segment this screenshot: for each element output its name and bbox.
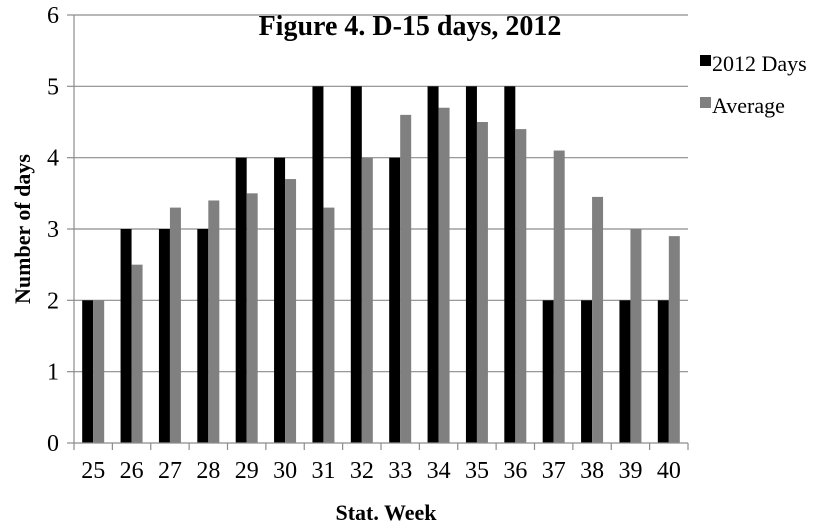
legend: 2012 Days Average: [700, 51, 807, 118]
bar-days-2012-37: [542, 300, 554, 443]
bar-average-36: [515, 129, 527, 443]
bar-days-2012-29: [235, 157, 247, 443]
x-tick-label: 30: [273, 458, 297, 484]
y-tick-label: 2: [47, 288, 59, 314]
bar-days-2012-38: [581, 300, 593, 443]
x-tick-label: 25: [81, 458, 105, 484]
x-tick-label: 38: [580, 458, 604, 484]
bars: [82, 86, 680, 444]
chart-title: Figure 4. D-15 days, 2012: [259, 11, 562, 42]
bar-average-30: [285, 179, 297, 444]
bar-average-35: [476, 122, 488, 443]
y-tick-label: 6: [47, 3, 59, 29]
bar-average-29: [246, 193, 258, 443]
x-axis-title: Stat. Week: [335, 500, 437, 525]
bar-days-2012-33: [389, 157, 401, 443]
legend-label: Average: [712, 93, 785, 118]
bar-average-25: [93, 300, 105, 443]
bar-average-38: [592, 196, 604, 443]
x-tick-label: 37: [542, 458, 566, 484]
legend-swatch: [700, 55, 711, 66]
y-tick-label: 1: [47, 360, 59, 386]
bar-average-31: [323, 207, 335, 443]
x-tick-label: 40: [657, 458, 681, 484]
legend-label: 2012 Days: [712, 51, 807, 76]
x-tick-label: 26: [120, 458, 144, 484]
bar-average-39: [630, 229, 642, 443]
bar-days-2012-28: [197, 229, 209, 443]
x-tick-label: 33: [388, 458, 412, 484]
x-tick-label: 31: [311, 458, 335, 484]
x-tick-label: 39: [618, 458, 642, 484]
bar-average-26: [131, 264, 143, 443]
x-tick-label: 34: [427, 458, 451, 484]
bar-days-2012-31: [312, 86, 324, 443]
bar-days-2012-39: [619, 300, 631, 443]
bar-days-2012-27: [158, 229, 170, 443]
x-tick-label: 32: [350, 458, 374, 484]
bar-average-34: [438, 107, 450, 443]
bar-average-40: [668, 236, 680, 443]
y-tick-label: 4: [47, 146, 59, 172]
bar-days-2012-36: [504, 86, 516, 443]
x-tick-label: 36: [503, 458, 527, 484]
legend-swatch: [700, 97, 711, 108]
x-tick-label: 29: [235, 458, 259, 484]
bar-days-2012-32: [350, 86, 362, 443]
y-tick-label: 3: [47, 217, 59, 243]
y-tick-label: 0: [47, 431, 59, 457]
bar-average-27: [169, 207, 181, 443]
bar-average-33: [400, 114, 412, 443]
bar-average-37: [553, 150, 565, 444]
bar-days-2012-26: [120, 229, 132, 443]
x-tick-label: 27: [158, 458, 182, 484]
bar-days-2012-30: [274, 157, 286, 443]
bar-days-2012-40: [657, 300, 669, 443]
bar-average-28: [208, 200, 220, 443]
bar-average-32: [361, 157, 373, 443]
bar-days-2012-35: [465, 86, 477, 443]
bar-days-2012-25: [82, 300, 94, 443]
y-axis-title: Number of days: [10, 154, 35, 304]
x-tick-label: 28: [196, 458, 220, 484]
y-tick-label: 5: [47, 74, 59, 100]
x-tick-label: 35: [465, 458, 489, 484]
bar-days-2012-34: [427, 86, 439, 443]
